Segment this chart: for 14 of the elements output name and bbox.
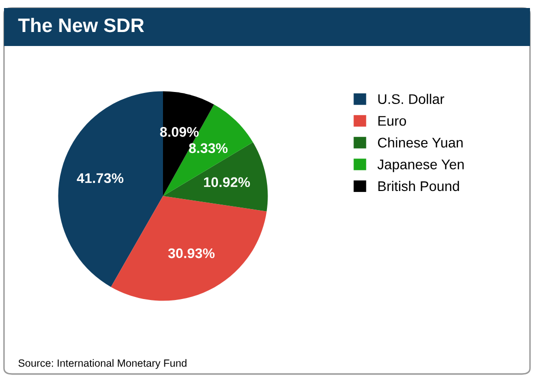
legend-label: Chinese Yuan <box>378 137 463 148</box>
data-label: 8.33% <box>188 143 228 154</box>
legend-label: Euro <box>378 116 406 126</box>
pie-slice <box>163 142 268 212</box>
legend-label: U.S. Dollar <box>378 94 444 104</box>
legend-label: British Pound <box>378 180 459 192</box>
data-label: 30.93% <box>168 248 215 258</box>
data-label: 8.09% <box>160 127 199 137</box>
source-note: Source: International Monetary Fund <box>18 359 186 369</box>
data-label: 41.73% <box>76 173 124 184</box>
pie-slice <box>110 196 267 301</box>
legend-label: Japanese Yen <box>377 160 464 172</box>
chart-title: The New SDR <box>18 18 144 32</box>
data-label: 10.92% <box>204 177 250 188</box>
